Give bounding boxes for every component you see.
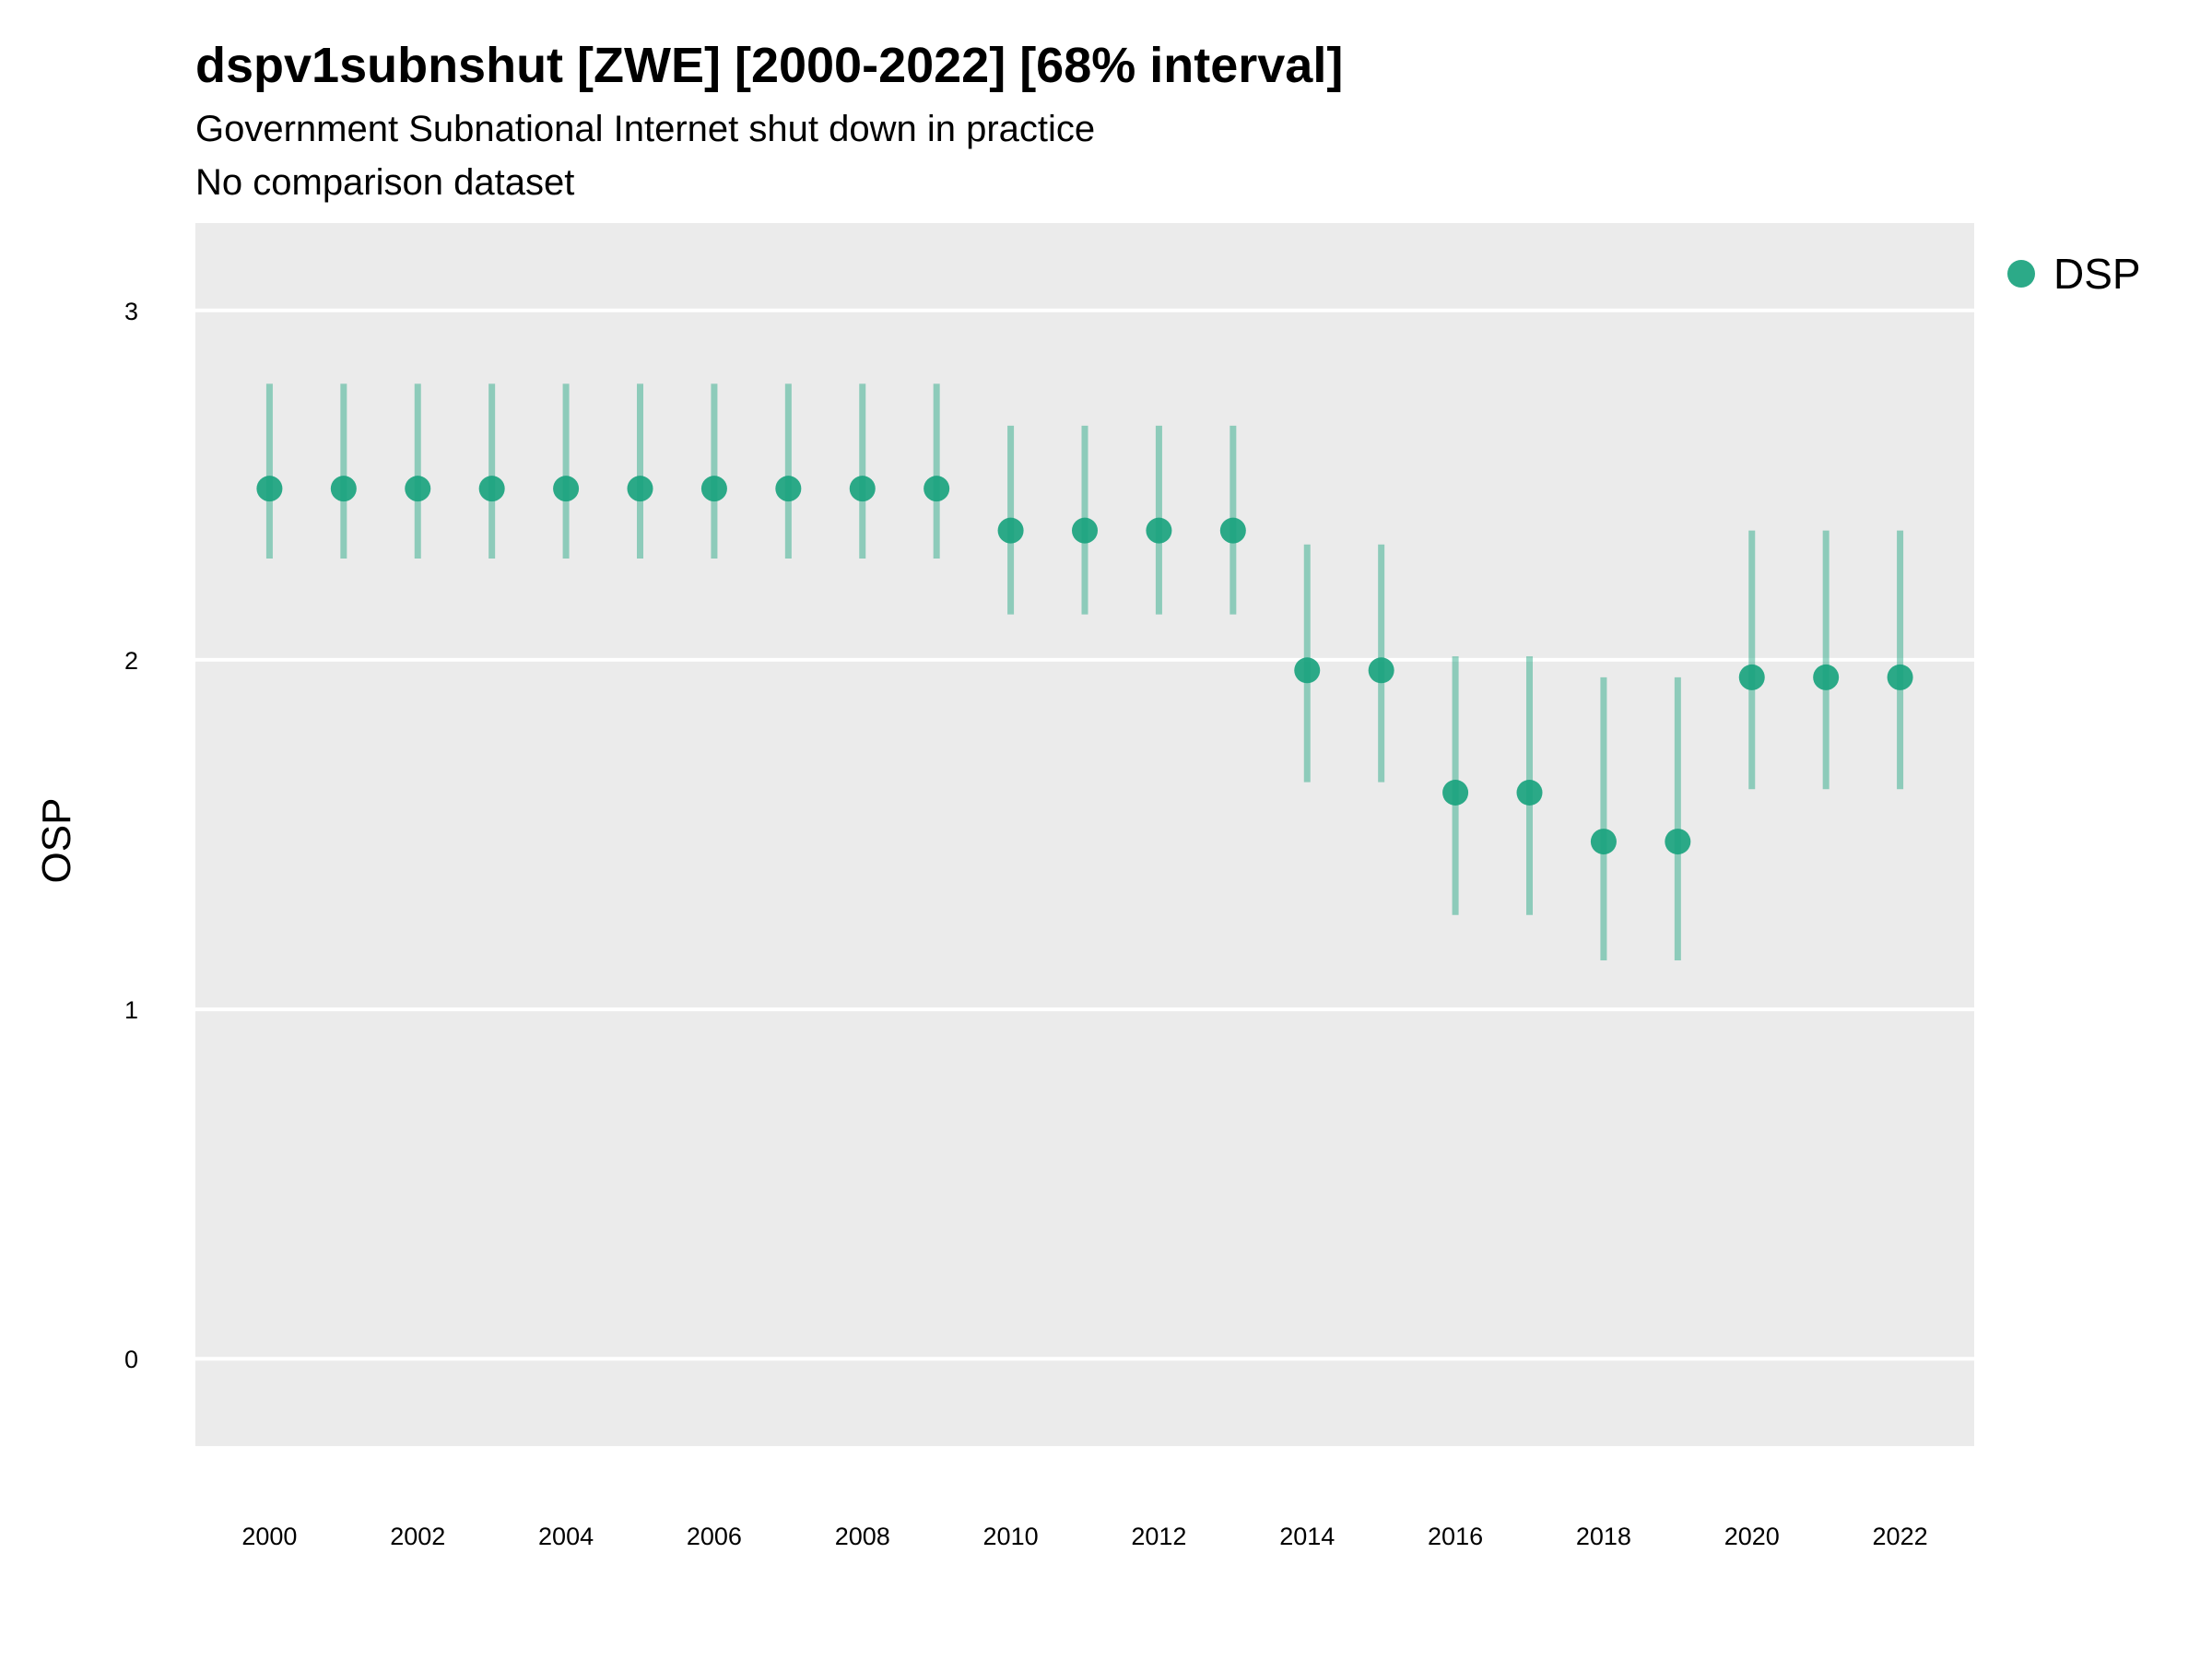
data-point [1590, 829, 1617, 855]
data-point [1813, 664, 1840, 690]
x-tick-label: 2008 [835, 1523, 890, 1550]
y-tick-label: 3 [124, 298, 138, 325]
data-point [1887, 664, 1913, 690]
data-point [1146, 517, 1172, 544]
legend-key-dsp [2007, 260, 2035, 288]
legend-label-dsp: DSP [2053, 250, 2141, 298]
data-points [256, 476, 1913, 855]
legend: DSP [2007, 249, 2141, 299]
y-tick-label: 1 [124, 996, 138, 1024]
data-point [775, 476, 802, 502]
data-point [627, 476, 653, 502]
data-point [924, 476, 950, 502]
x-tick-label: 2004 [538, 1523, 594, 1550]
chart-title: dspv1subnshut [ZWE] [2000-2022] [68% int… [195, 38, 1344, 93]
x-tick-label: 2016 [1428, 1523, 1483, 1550]
data-point [1738, 664, 1765, 690]
data-point [700, 476, 727, 502]
data-point [1442, 780, 1469, 806]
y-tick-labels: 0 1 2 3 [124, 298, 138, 1373]
data-point [553, 476, 580, 502]
grid-lines [195, 308, 1974, 1361]
x-tick-label: 2002 [390, 1523, 445, 1550]
x-tick-label: 2014 [1279, 1523, 1335, 1550]
plot-panel [195, 223, 1974, 1446]
data-point [1516, 780, 1543, 806]
x-tick-label: 2020 [1724, 1523, 1780, 1550]
y-tick-label: 2 [124, 647, 138, 675]
data-point [1368, 657, 1394, 684]
x-tick-label: 2018 [1576, 1523, 1631, 1550]
x-tick-labels: 2000 2002 2004 2006 2008 2010 2012 2014 2016 2018… [241, 1523, 1927, 1550]
x-tick-label: 2006 [687, 1523, 742, 1550]
x-tick-label: 2000 [241, 1523, 297, 1550]
data-point [256, 476, 283, 502]
data-point [1665, 829, 1691, 855]
data-point [1072, 517, 1098, 544]
x-tick-label: 2022 [1873, 1523, 1928, 1550]
data-point [478, 476, 505, 502]
chart-subtitle: Government Subnational Internet shut dow… [195, 109, 1096, 149]
data-point [1294, 657, 1321, 684]
chart-subtitle-comparison: No comparison dataset [195, 162, 575, 203]
data-point [997, 517, 1024, 544]
data-point [330, 476, 357, 502]
data-point [405, 476, 431, 502]
data-point [1219, 517, 1246, 544]
data-point [849, 476, 876, 502]
y-tick-label: 0 [124, 1346, 138, 1373]
x-tick-label: 2012 [1131, 1523, 1186, 1550]
x-tick-label: 2010 [983, 1523, 1039, 1550]
